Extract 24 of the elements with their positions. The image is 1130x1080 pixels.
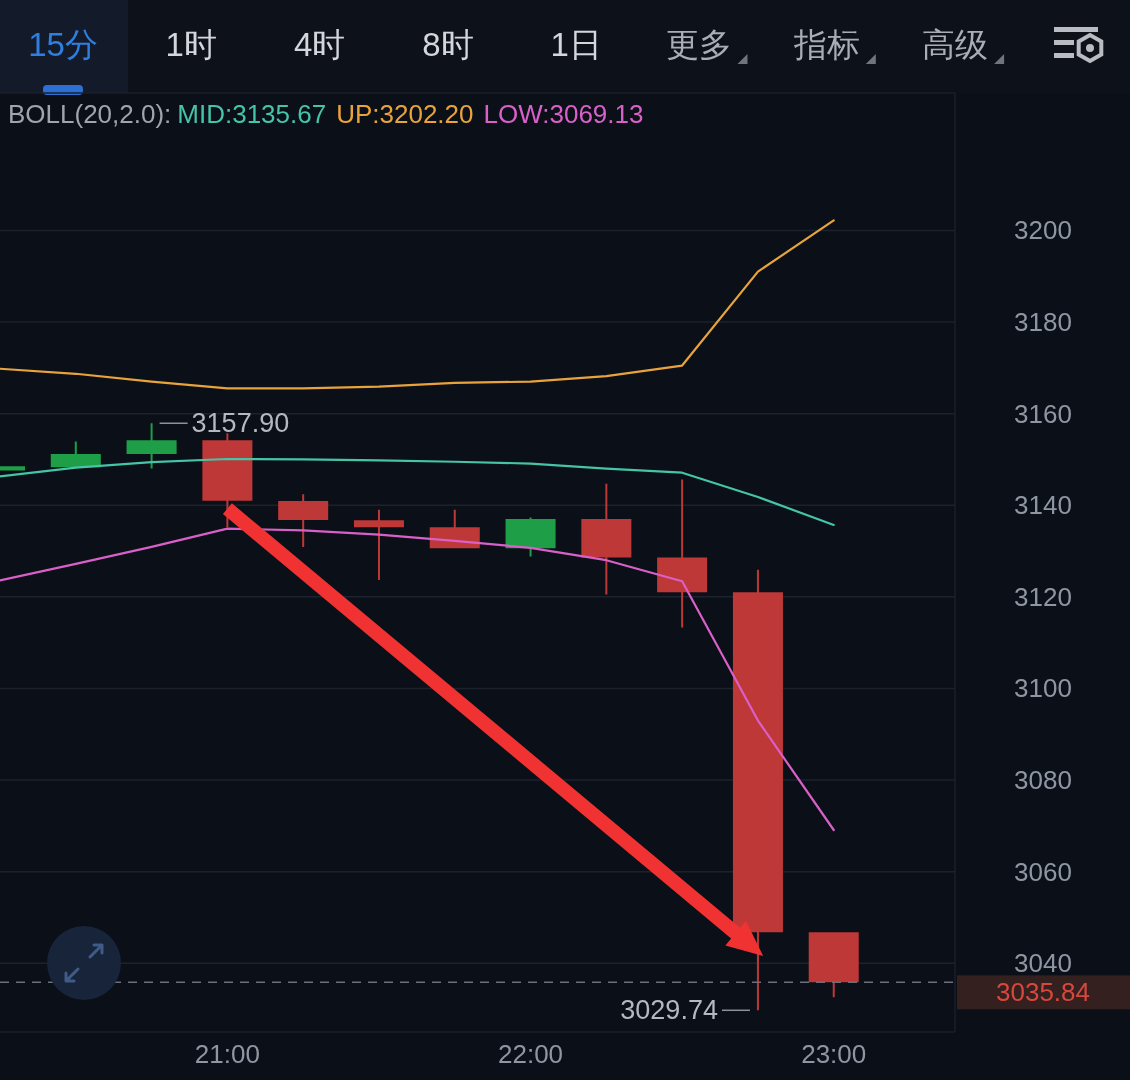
- y-tick-label: 3100: [1014, 673, 1072, 704]
- legend: BOLL(20,2.0): MID:3135.67 UP:3202.20 LOW:3069.13: [8, 99, 644, 129]
- text: 指标: [792, 25, 860, 63]
- y-tick-label: 3180: [1014, 307, 1072, 338]
- annotation: 3157.90: [191, 408, 290, 439]
- x-tick-label: 21:00: [194, 1039, 260, 1069]
- text: 更多: [665, 25, 732, 63]
- y-tick-label: 3040: [1014, 948, 1072, 979]
- text: 1时: [165, 25, 217, 63]
- annotation: 3029.74: [620, 995, 718, 1026]
- y-tick-label: 3060: [1014, 856, 1072, 887]
- text: 1日: [550, 25, 602, 63]
- text: 高级: [922, 25, 989, 63]
- x-tick-label: 23:00: [801, 1039, 867, 1069]
- y-tick-label: 3200: [1014, 215, 1072, 246]
- y-tick-label: 3140: [1014, 490, 1072, 521]
- annotation: 3035.84: [996, 977, 1090, 1008]
- text: 4时: [293, 25, 346, 63]
- text: 15分: [28, 25, 98, 63]
- y-tick-label: 3080: [1014, 765, 1072, 796]
- y-tick-label: 3160: [1014, 398, 1072, 429]
- x-tick-label: 22:00: [498, 1039, 564, 1069]
- text: 8时: [422, 25, 474, 63]
- y-tick-label: 3120: [1014, 581, 1072, 612]
